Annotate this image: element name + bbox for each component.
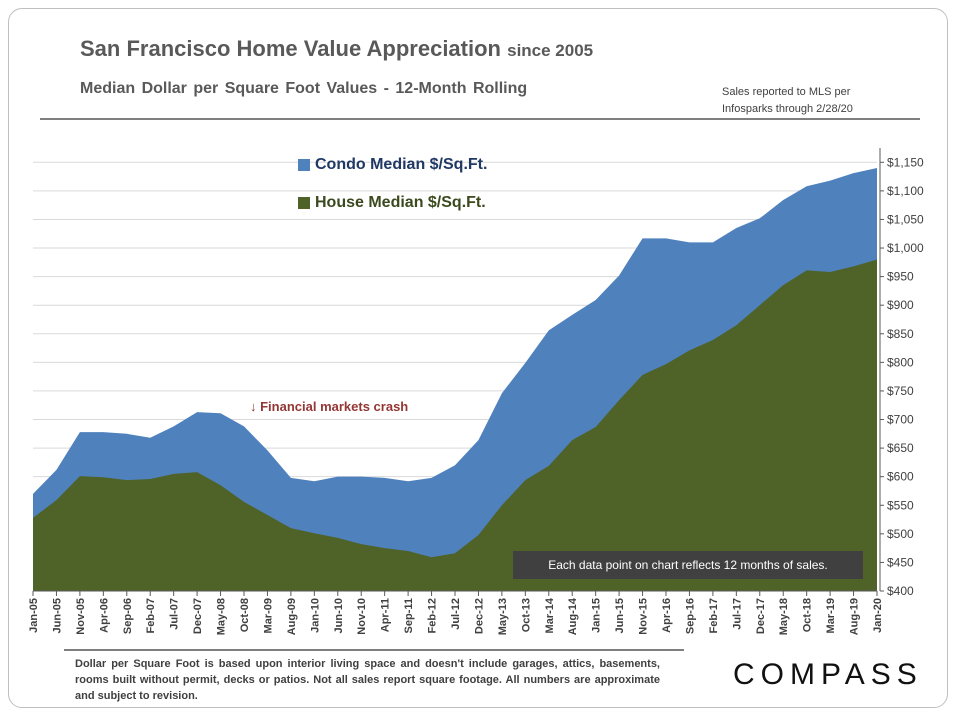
x-tick-label: Oct-08 (239, 598, 251, 632)
y-tick-label: $1,150 (887, 155, 924, 169)
source-note: Sales reported to MLS per Infosparks thro… (722, 84, 853, 118)
y-tick-label: $1,000 (887, 241, 924, 255)
chart-title: San Francisco Home Value Appreciation si… (80, 36, 593, 62)
x-tick-label: Jan-05 (28, 598, 40, 633)
title-suffix: since 2005 (507, 41, 594, 60)
x-tick-label: Mar-19 (825, 598, 837, 633)
x-tick-label: Aug-14 (567, 597, 579, 635)
source-line-2: Infosparks through 2/28/20 (722, 103, 853, 115)
x-tick-label: Nov-15 (638, 598, 650, 635)
x-tick-label: Jan-10 (309, 598, 321, 633)
x-tick-label: Oct-13 (520, 598, 532, 632)
y-tick-label: $900 (887, 298, 914, 312)
y-tick-label: $1,100 (887, 184, 924, 198)
footnote: Dollar per Square Foot is based upon int… (75, 658, 660, 702)
x-tick-label: Feb-17 (708, 598, 720, 633)
y-tick-label: $700 (887, 413, 914, 427)
x-tick-label: Sep-11 (403, 598, 415, 633)
footer-divider (64, 649, 684, 651)
x-tick-label: Nov-10 (356, 598, 368, 635)
x-tick-label: May-13 (497, 598, 509, 635)
x-tick-label: Sep-06 (122, 598, 134, 634)
x-tick-label: Dec-07 (192, 598, 204, 634)
x-tick-label: Dec-17 (755, 598, 767, 634)
crash-annotation: ↓ Financial markets crash (250, 399, 409, 414)
x-tick-label: Jul-07 (169, 598, 181, 630)
x-tick-label: Jan-20 (872, 598, 884, 633)
slide-frame (8, 8, 948, 708)
x-tick-label: Nov-05 (75, 598, 87, 635)
x-tick-label: Jul-12 (450, 598, 462, 630)
x-tick-label: Aug-09 (286, 598, 298, 635)
x-tick-label: Aug-19 (849, 598, 861, 635)
legend-label-condo: Condo Median $/Sq.Ft. (315, 156, 488, 173)
source-line-1: Sales reported to MLS per (722, 86, 851, 98)
x-tick-label: Feb-07 (145, 598, 157, 633)
y-tick-label: $550 (887, 498, 914, 512)
x-tick-label: May-08 (216, 598, 228, 635)
legend-item-condo: Condo Median $/Sq.Ft. (298, 156, 487, 174)
y-tick-label: $450 (887, 555, 914, 569)
title-main: San Francisco Home Value Appreciation (80, 36, 501, 61)
x-tick-label: Apr-11 (380, 598, 392, 632)
x-tick-label: Jun-05 (51, 598, 63, 633)
x-tick-label: Sep-16 (684, 598, 696, 634)
legend: Condo Median $/Sq.Ft. House Median $/Sq.… (298, 156, 487, 232)
house-area (33, 259, 877, 591)
y-tick-label: $950 (887, 270, 914, 284)
x-tick-label: Jun-15 (614, 598, 626, 633)
y-tick-label: $650 (887, 441, 914, 455)
y-tick-label: $750 (887, 384, 914, 398)
legend-swatch-condo (298, 159, 310, 171)
x-tick-label: Mar-09 (262, 598, 274, 633)
y-tick-label: $500 (887, 527, 914, 541)
header-divider (40, 118, 920, 120)
x-tick-label: Apr-16 (661, 598, 673, 633)
x-tick-label: May-18 (778, 598, 790, 635)
y-tick-label: $1,050 (887, 212, 924, 226)
legend-item-house: House Median $/Sq.Ft. (298, 194, 487, 212)
legend-label-house: House Median $/Sq.Ft. (315, 194, 486, 211)
y-tick-label: $800 (887, 355, 914, 369)
x-tick-label: Jan-15 (591, 598, 603, 633)
x-tick-label: Apr-06 (98, 598, 110, 633)
x-tick-label: Mar-14 (544, 597, 556, 633)
legend-swatch-house (298, 197, 310, 209)
y-tick-label: $600 (887, 470, 914, 484)
compass-logo: COMPASS (733, 658, 923, 691)
x-tick-label: Feb-12 (427, 598, 439, 633)
data-point-note: Each data point on chart reflects 12 mon… (513, 551, 863, 579)
chart-subtitle: Median Dollar per Square Foot Values - 1… (80, 80, 528, 97)
x-tick-label: Jun-10 (333, 598, 345, 633)
x-tick-label: Dec-12 (473, 598, 485, 634)
y-tick-label: $400 (887, 584, 914, 598)
x-tick-label: Jul-17 (731, 598, 743, 630)
x-tick-label: Oct-18 (802, 598, 814, 632)
y-tick-label: $850 (887, 327, 914, 341)
